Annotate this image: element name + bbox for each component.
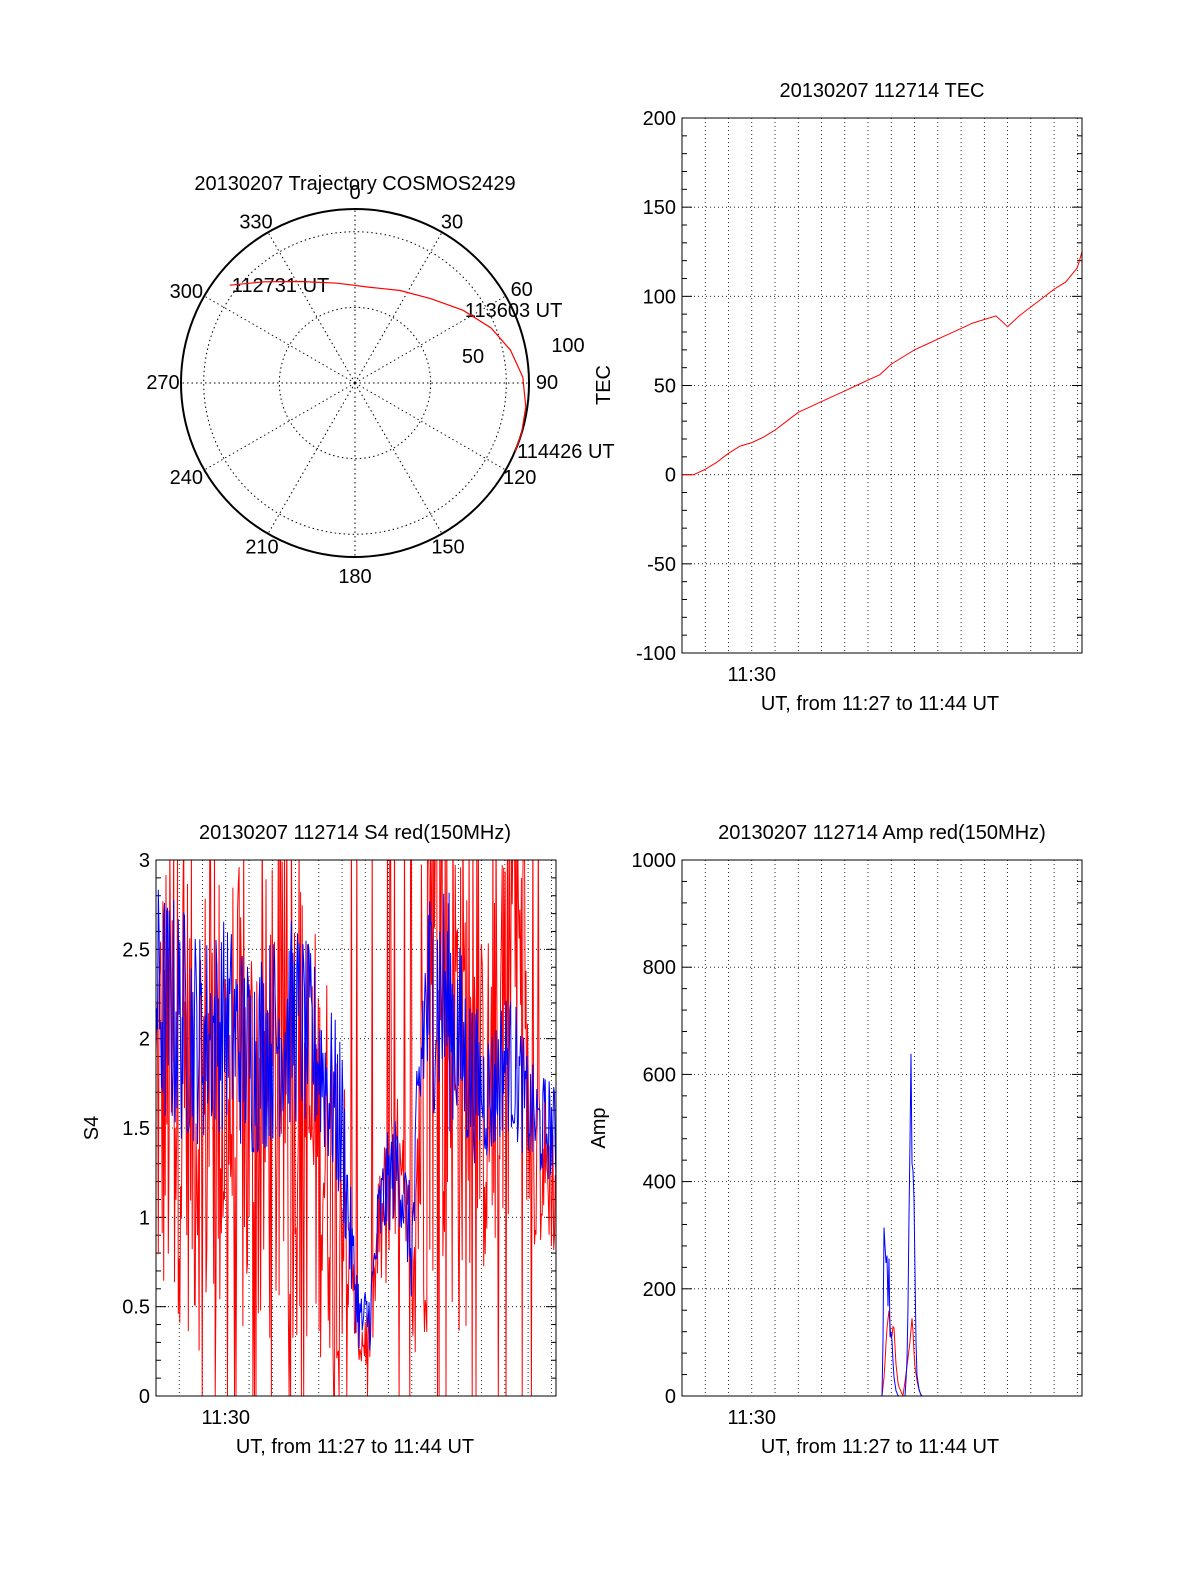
- ytick-label: 100: [643, 286, 676, 308]
- polar-spoke-330: [267, 232, 356, 384]
- azimuth-label-0: 0: [349, 182, 360, 204]
- ytick-label: 0: [665, 465, 676, 487]
- azimuth-label-150: 150: [431, 537, 464, 559]
- azimuth-label-60: 60: [511, 279, 533, 301]
- polar-spoke-120: [354, 382, 506, 471]
- polar-ring-100: [203, 231, 507, 535]
- s4-ylabel: S4: [81, 1116, 103, 1140]
- polar-trajectory-panel: 20130207 Trajectory COSMOS2429 0 30 60 90 12…: [146, 173, 614, 588]
- azimuth-label-180: 180: [338, 566, 371, 588]
- ytick-label: 2: [139, 1029, 150, 1051]
- polar-spoke-300: [204, 295, 356, 384]
- azimuth-label-30: 30: [441, 211, 463, 233]
- trajectory-annotation-2: 114426 UT: [517, 441, 614, 463]
- amp-title: 20130207 112714 Amp red(150MHz): [718, 822, 1046, 844]
- s4-series: [156, 860, 556, 1396]
- series-line-1: [682, 1053, 1082, 1396]
- ytick-label: 0: [665, 1386, 676, 1408]
- azimuth-label-300: 300: [170, 281, 203, 303]
- azimuth-label-270: 270: [146, 372, 179, 394]
- azimuth-label-210: 210: [245, 537, 278, 559]
- s4-frame: [155, 859, 557, 1397]
- xtick-label: 11:30: [727, 1407, 776, 1429]
- azimuth-label-330: 330: [239, 211, 272, 233]
- radius-label-50: 50: [462, 346, 484, 368]
- amp-xlabel: UT, from 11:27 to 11:44 UT: [761, 1436, 999, 1458]
- ytick-label: 200: [643, 108, 676, 130]
- ytick-label: 400: [643, 1172, 676, 1194]
- polar-grid: [180, 208, 530, 558]
- azimuth-label-90: 90: [536, 372, 558, 394]
- amp-ticks: 0 200 400 600 800 1000 11:30: [632, 850, 1082, 1429]
- ytick-label: 0: [139, 1386, 150, 1408]
- ytick-label: -50: [647, 554, 676, 576]
- ytick-label: 600: [643, 1064, 676, 1086]
- ytick-label: 1000: [632, 850, 677, 872]
- s4-title: 20130207 112714 S4 red(150MHz): [199, 822, 511, 844]
- ytick-label: 200: [643, 1279, 676, 1301]
- amp-series: [682, 1053, 1082, 1396]
- ytick-label: 2.5: [122, 939, 150, 961]
- ytick-label: 50: [654, 376, 676, 398]
- s4-ticks: 0 0.5 1 1.5 2 2.5 3 11:30: [122, 850, 556, 1429]
- amp-frame: [681, 859, 1083, 1397]
- tec-ylabel: TEC: [593, 365, 615, 405]
- tec-series: [682, 251, 1082, 476]
- trajectory-annotation-0: 112731 UT: [232, 275, 329, 297]
- polar-spoke-240: [204, 382, 356, 471]
- polar-ring-50: [278, 306, 432, 460]
- polar-spoke-60: [354, 295, 506, 384]
- series-line-0: [682, 251, 1082, 476]
- ytick-label: 150: [643, 197, 676, 219]
- tec-title: 20130207 112714 TEC: [780, 80, 985, 102]
- polar-title: 20130207 Trajectory COSMOS2429: [194, 173, 515, 195]
- trajectory-line: [229, 280, 527, 452]
- tec-grid: [682, 118, 1082, 653]
- trajectory-annotation-1: 113603 UT: [465, 300, 562, 322]
- polar-spoke-150: [354, 382, 443, 534]
- radius-label-100: 100: [551, 335, 584, 357]
- polar-spoke-30: [354, 232, 443, 384]
- series-line-1: [156, 889, 556, 1351]
- tec-frame: [681, 117, 1083, 654]
- polar-spoke-210: [267, 382, 356, 534]
- ytick-label: 1: [139, 1207, 150, 1229]
- azimuth-label-240: 240: [170, 467, 203, 489]
- xtick-label: 11:30: [727, 664, 776, 686]
- tec-ticks: -100 -50 0 50 100 150 200 11:30: [636, 108, 1082, 686]
- s4-xlabel: UT, from 11:27 to 11:44 UT: [236, 1436, 474, 1458]
- polar-labels: 0 30 60 90 120 150 180 210 240 270 300 330 50 100 1127…: [146, 182, 614, 588]
- amp-ylabel: Amp: [588, 1107, 610, 1148]
- xtick-label: 11:30: [201, 1407, 250, 1429]
- ytick-label: 1.5: [122, 1118, 150, 1140]
- polar-outer-circle: [180, 208, 530, 558]
- amp-grid: [682, 860, 1082, 1396]
- ytick-label: 0.5: [122, 1297, 150, 1319]
- polar-trajectory: [229, 280, 527, 452]
- ytick-label: 800: [643, 957, 676, 979]
- azimuth-label-120: 120: [503, 467, 536, 489]
- tec-panel: 20130207 112714 TEC TEC UT, from 11:27 t…: [593, 80, 1083, 715]
- amp-panel: 20130207 112714 Amp red(150MHz) Amp UT, …: [588, 822, 1083, 1458]
- ytick-label: 3: [139, 850, 150, 872]
- tec-xlabel: UT, from 11:27 to 11:44 UT: [761, 693, 999, 715]
- s4-panel: 20130207 112714 S4 red(150MHz) S4 UT, fr…: [81, 822, 557, 1458]
- ytick-label: -100: [636, 643, 676, 665]
